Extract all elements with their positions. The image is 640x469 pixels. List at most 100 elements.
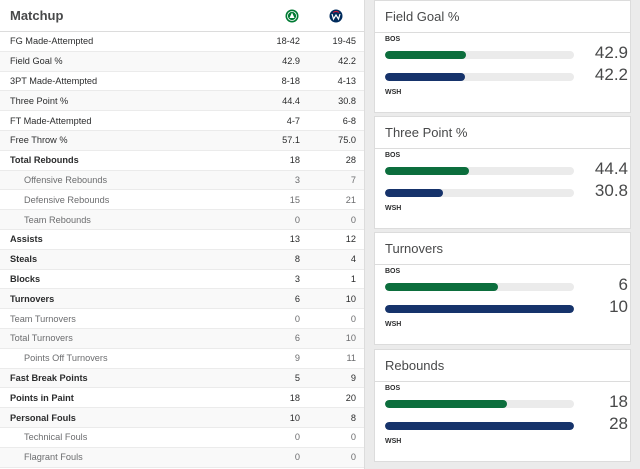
table-row: Personal Fouls 10 8 [0, 408, 364, 428]
matchup-title: Matchup [10, 8, 64, 23]
table-row: Defensive Rebounds 15 21 [0, 190, 364, 211]
table-row: Turnovers 6 10 [0, 289, 364, 310]
bos-bar-fill [385, 51, 467, 59]
bos-value: 15 [289, 194, 300, 205]
table-row: Technical Fouls 0 0 [0, 428, 364, 448]
wizards-logo-icon[interactable] [316, 9, 356, 23]
table-row: Fast Break Points 5 9 [0, 368, 364, 389]
card-body: BOS 6 10 WSH [375, 265, 630, 337]
bos-value: 57.1 [282, 135, 300, 146]
table-row: Offensive Rebounds 3 7 [0, 170, 364, 191]
wsh-big-value: 42.2 [594, 65, 628, 84]
wsh-bar-fill [385, 422, 574, 430]
table-row: Flagrant Fouls 0 0 [0, 447, 364, 468]
bos-value: 0 [294, 214, 300, 225]
stat-label: Assists [10, 234, 43, 245]
card-title: Rebounds [375, 350, 630, 382]
wsh-value: 7 [350, 174, 356, 185]
bos-bar-fill [385, 167, 469, 175]
bos-team-label: BOS [385, 36, 401, 43]
bos-value: 18 [289, 155, 300, 166]
bos-bar-track [385, 167, 574, 175]
wsh-value: 30.8 [338, 95, 356, 106]
wsh-value: 0 [350, 432, 356, 443]
wsh-big-value: 30.8 [594, 181, 628, 200]
stat-label: Technical Fouls [24, 432, 88, 443]
table-row: FT Made-Attempted 4-7 6-8 [0, 111, 364, 131]
bos-big-value: 6 [618, 275, 628, 294]
bos-value: 5 [294, 372, 300, 383]
bos-value: 9 [294, 353, 300, 364]
stat-label: Team Turnovers [10, 313, 76, 324]
bos-value: 0 [294, 452, 300, 463]
card-title: Field Goal % [375, 1, 630, 33]
wsh-team-label: WSH [385, 321, 402, 328]
wsh-team-label: WSH [385, 89, 402, 96]
table-row: FG Made-Attempted 18-42 19-45 [0, 32, 364, 52]
bos-value: 10 [289, 412, 300, 423]
wsh-value: 11 [346, 353, 356, 364]
stat-label: Field Goal % [10, 56, 63, 67]
stat-label: Total Turnovers [10, 333, 73, 344]
bos-value: 42.9 [282, 56, 300, 67]
stat-card: Rebounds BOS 18 28 WSH [374, 349, 631, 462]
matchup-header: Matchup [0, 0, 364, 32]
table-row: Total Rebounds 18 28 [0, 151, 364, 171]
wsh-value: 0 [350, 214, 356, 225]
card-title: Turnovers [375, 233, 630, 265]
wsh-value: 10 [345, 293, 356, 304]
wsh-bar-fill [385, 189, 444, 197]
wsh-value: 8 [350, 412, 356, 423]
stat-label: Points in Paint [10, 392, 74, 403]
wsh-value: 4-13 [337, 75, 356, 86]
stat-label: Team Rebounds [24, 214, 91, 225]
bos-big-value: 42.9 [594, 43, 628, 62]
bos-value: 8 [294, 254, 300, 265]
bos-value: 18-42 [276, 36, 301, 47]
wsh-value: 9 [350, 372, 356, 383]
stat-label: FT Made-Attempted [10, 115, 92, 126]
bos-bar-track [385, 283, 574, 291]
stat-card: Three Point % BOS 44.4 30.8 WSH [374, 116, 631, 229]
bos-team-label: BOS [385, 268, 401, 275]
stat-label: Personal Fouls [10, 412, 76, 423]
wsh-big-value: 10 [609, 297, 628, 316]
bos-value: 3 [294, 273, 300, 284]
bos-value: 6 [294, 333, 300, 344]
stat-label: Turnovers [10, 293, 55, 304]
wsh-value: 75.0 [338, 135, 356, 146]
wsh-value: 12 [345, 234, 356, 245]
stat-card: Turnovers BOS 6 10 WSH [374, 232, 631, 345]
card-body: BOS 44.4 30.8 WSH [375, 149, 630, 221]
bos-team-label: BOS [385, 385, 401, 392]
table-row: Three Point % 44.4 30.8 [0, 91, 364, 112]
wsh-value: 4 [350, 254, 356, 265]
stat-label: Defensive Rebounds [24, 194, 110, 205]
celtics-logo-icon[interactable] [268, 9, 316, 23]
wsh-bar-fill [385, 305, 574, 313]
bos-big-value: 44.4 [594, 159, 628, 178]
stat-label: FG Made-Attempted [10, 36, 94, 47]
bos-value: 13 [289, 234, 300, 245]
bos-value: 0 [294, 313, 300, 324]
wsh-value: 28 [345, 155, 356, 166]
card-body: BOS 18 28 WSH [375, 382, 630, 454]
bos-value: 44.4 [282, 95, 300, 106]
wsh-bar-track [385, 73, 574, 81]
card-body: BOS 42.9 42.2 WSH [375, 33, 630, 105]
table-row: Blocks 3 1 [0, 270, 364, 290]
table-row: 3PT Made-Attempted 8-18 4-13 [0, 72, 364, 92]
stat-label: Free Throw % [10, 135, 68, 146]
wsh-value: 21 [345, 194, 356, 205]
table-row: Team Rebounds 0 0 [0, 210, 364, 230]
bos-value: 0 [294, 432, 300, 443]
wsh-bar-fill [385, 73, 465, 81]
stat-label: Blocks [10, 273, 41, 284]
wsh-bar-track [385, 422, 574, 430]
table-row: Steals 8 4 [0, 249, 364, 270]
bos-value: 18 [289, 392, 300, 403]
wsh-value: 20 [345, 392, 356, 403]
wsh-team-label: WSH [385, 205, 402, 212]
wsh-bar-track [385, 305, 574, 313]
table-row: Total Turnovers 6 10 [0, 328, 364, 349]
